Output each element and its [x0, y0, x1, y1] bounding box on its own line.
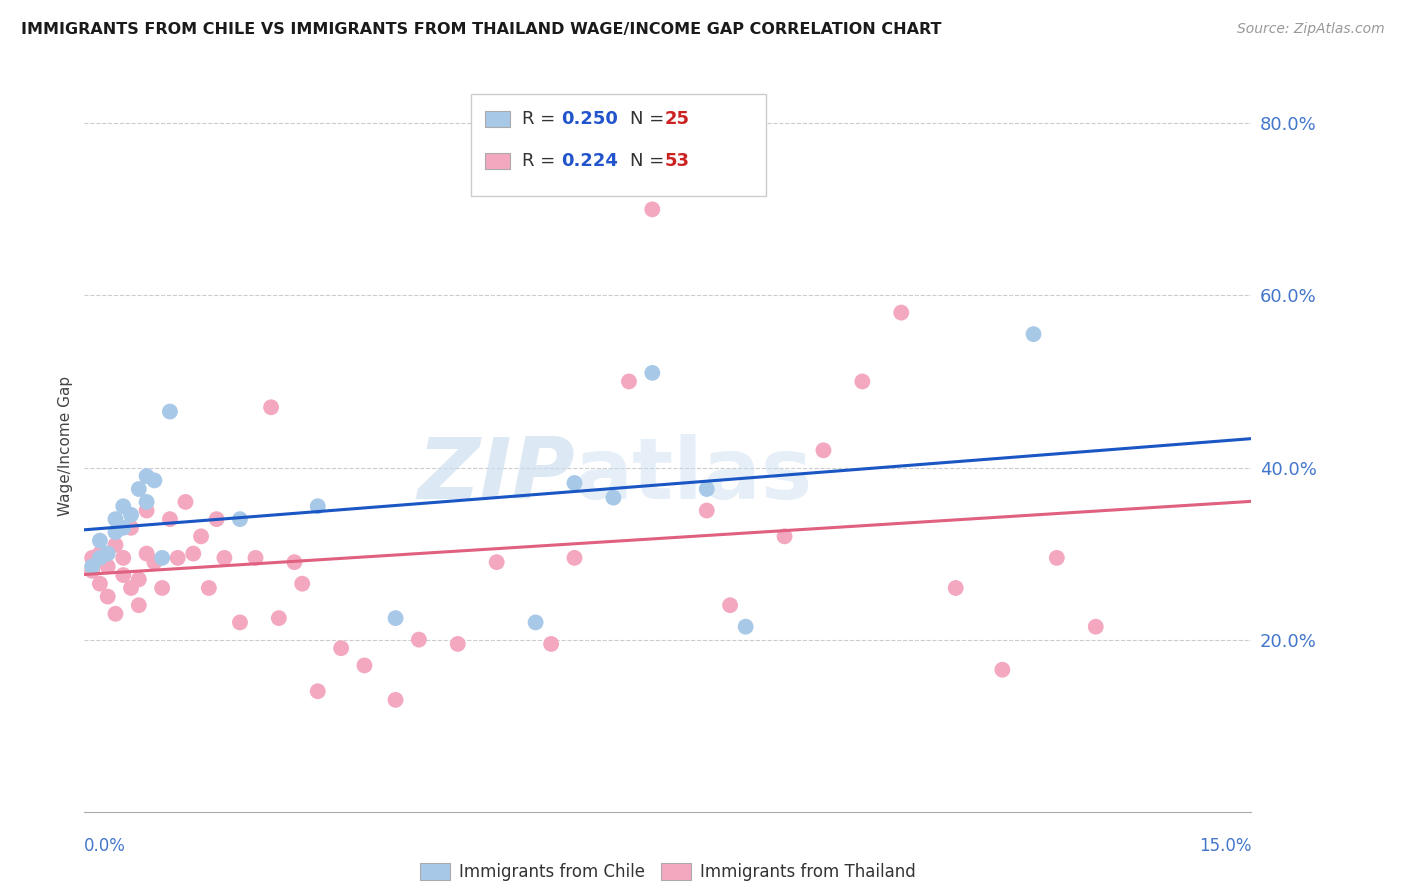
- Text: N =: N =: [630, 110, 669, 128]
- Point: [384, 693, 406, 707]
- Point: [229, 512, 252, 526]
- Point: [617, 375, 640, 389]
- Point: [198, 581, 221, 595]
- Point: [307, 684, 329, 698]
- Point: [82, 550, 104, 565]
- Point: [991, 663, 1014, 677]
- Point: [245, 550, 267, 565]
- Point: [112, 568, 135, 582]
- Point: [89, 576, 111, 591]
- Point: [718, 598, 741, 612]
- Point: [104, 512, 127, 526]
- Text: R =: R =: [522, 110, 561, 128]
- Text: Source: ZipAtlas.com: Source: ZipAtlas.com: [1237, 22, 1385, 37]
- Point: [214, 550, 236, 565]
- Point: [82, 564, 104, 578]
- Text: ZIP: ZIP: [416, 434, 575, 516]
- Point: [384, 611, 406, 625]
- Point: [190, 529, 212, 543]
- Point: [540, 637, 562, 651]
- Point: [734, 620, 756, 634]
- Point: [128, 573, 150, 587]
- Point: [205, 512, 228, 526]
- Point: [104, 607, 127, 621]
- Text: IMMIGRANTS FROM CHILE VS IMMIGRANTS FROM THAILAND WAGE/INCOME GAP CORRELATION CH: IMMIGRANTS FROM CHILE VS IMMIGRANTS FROM…: [21, 22, 942, 37]
- Point: [174, 495, 197, 509]
- Point: [1022, 327, 1045, 342]
- Point: [135, 495, 157, 509]
- Point: [641, 202, 664, 217]
- Point: [291, 576, 314, 591]
- Point: [104, 524, 127, 539]
- Point: [283, 555, 305, 569]
- Text: 15.0%: 15.0%: [1199, 837, 1251, 855]
- Point: [696, 503, 718, 517]
- Text: atlas: atlas: [575, 434, 813, 516]
- Point: [353, 658, 375, 673]
- Point: [82, 559, 104, 574]
- Point: [135, 503, 157, 517]
- Point: [307, 500, 329, 514]
- Point: [120, 521, 142, 535]
- Point: [447, 637, 470, 651]
- Point: [135, 547, 157, 561]
- Point: [112, 500, 135, 514]
- Point: [120, 581, 142, 595]
- Point: [89, 533, 111, 548]
- Text: R =: R =: [522, 152, 561, 169]
- Point: [524, 615, 547, 630]
- Point: [330, 641, 353, 656]
- Point: [128, 482, 150, 496]
- Text: 0.250: 0.250: [561, 110, 617, 128]
- Point: [143, 555, 166, 569]
- Point: [159, 512, 181, 526]
- Point: [260, 401, 283, 415]
- Text: 25: 25: [665, 110, 690, 128]
- Point: [97, 590, 120, 604]
- Point: [181, 547, 204, 561]
- Point: [128, 598, 150, 612]
- Point: [112, 550, 135, 565]
- Point: [564, 550, 586, 565]
- Text: 0.0%: 0.0%: [84, 837, 127, 855]
- Point: [112, 521, 135, 535]
- Point: [104, 538, 127, 552]
- Point: [564, 475, 586, 490]
- Text: 53: 53: [665, 152, 690, 169]
- Text: 0.224: 0.224: [561, 152, 617, 169]
- Y-axis label: Wage/Income Gap: Wage/Income Gap: [58, 376, 73, 516]
- Point: [166, 550, 188, 565]
- Point: [1084, 620, 1107, 634]
- Text: N =: N =: [630, 152, 669, 169]
- Point: [159, 404, 181, 418]
- Point: [267, 611, 290, 625]
- Point: [89, 550, 111, 565]
- Point: [945, 581, 967, 595]
- Point: [485, 555, 508, 569]
- Point: [641, 366, 664, 380]
- Point: [890, 305, 912, 319]
- Point: [150, 581, 173, 595]
- Point: [120, 508, 142, 522]
- Point: [1046, 550, 1069, 565]
- Point: [135, 469, 157, 483]
- Point: [143, 474, 166, 488]
- Point: [89, 547, 111, 561]
- Point: [696, 482, 718, 496]
- Point: [602, 491, 624, 505]
- Point: [97, 547, 120, 561]
- Point: [408, 632, 430, 647]
- Point: [150, 550, 173, 565]
- Point: [851, 375, 873, 389]
- Point: [773, 529, 796, 543]
- Legend: Immigrants from Chile, Immigrants from Thailand: Immigrants from Chile, Immigrants from T…: [413, 856, 922, 888]
- Point: [229, 615, 252, 630]
- Point: [97, 559, 120, 574]
- Point: [813, 443, 835, 458]
